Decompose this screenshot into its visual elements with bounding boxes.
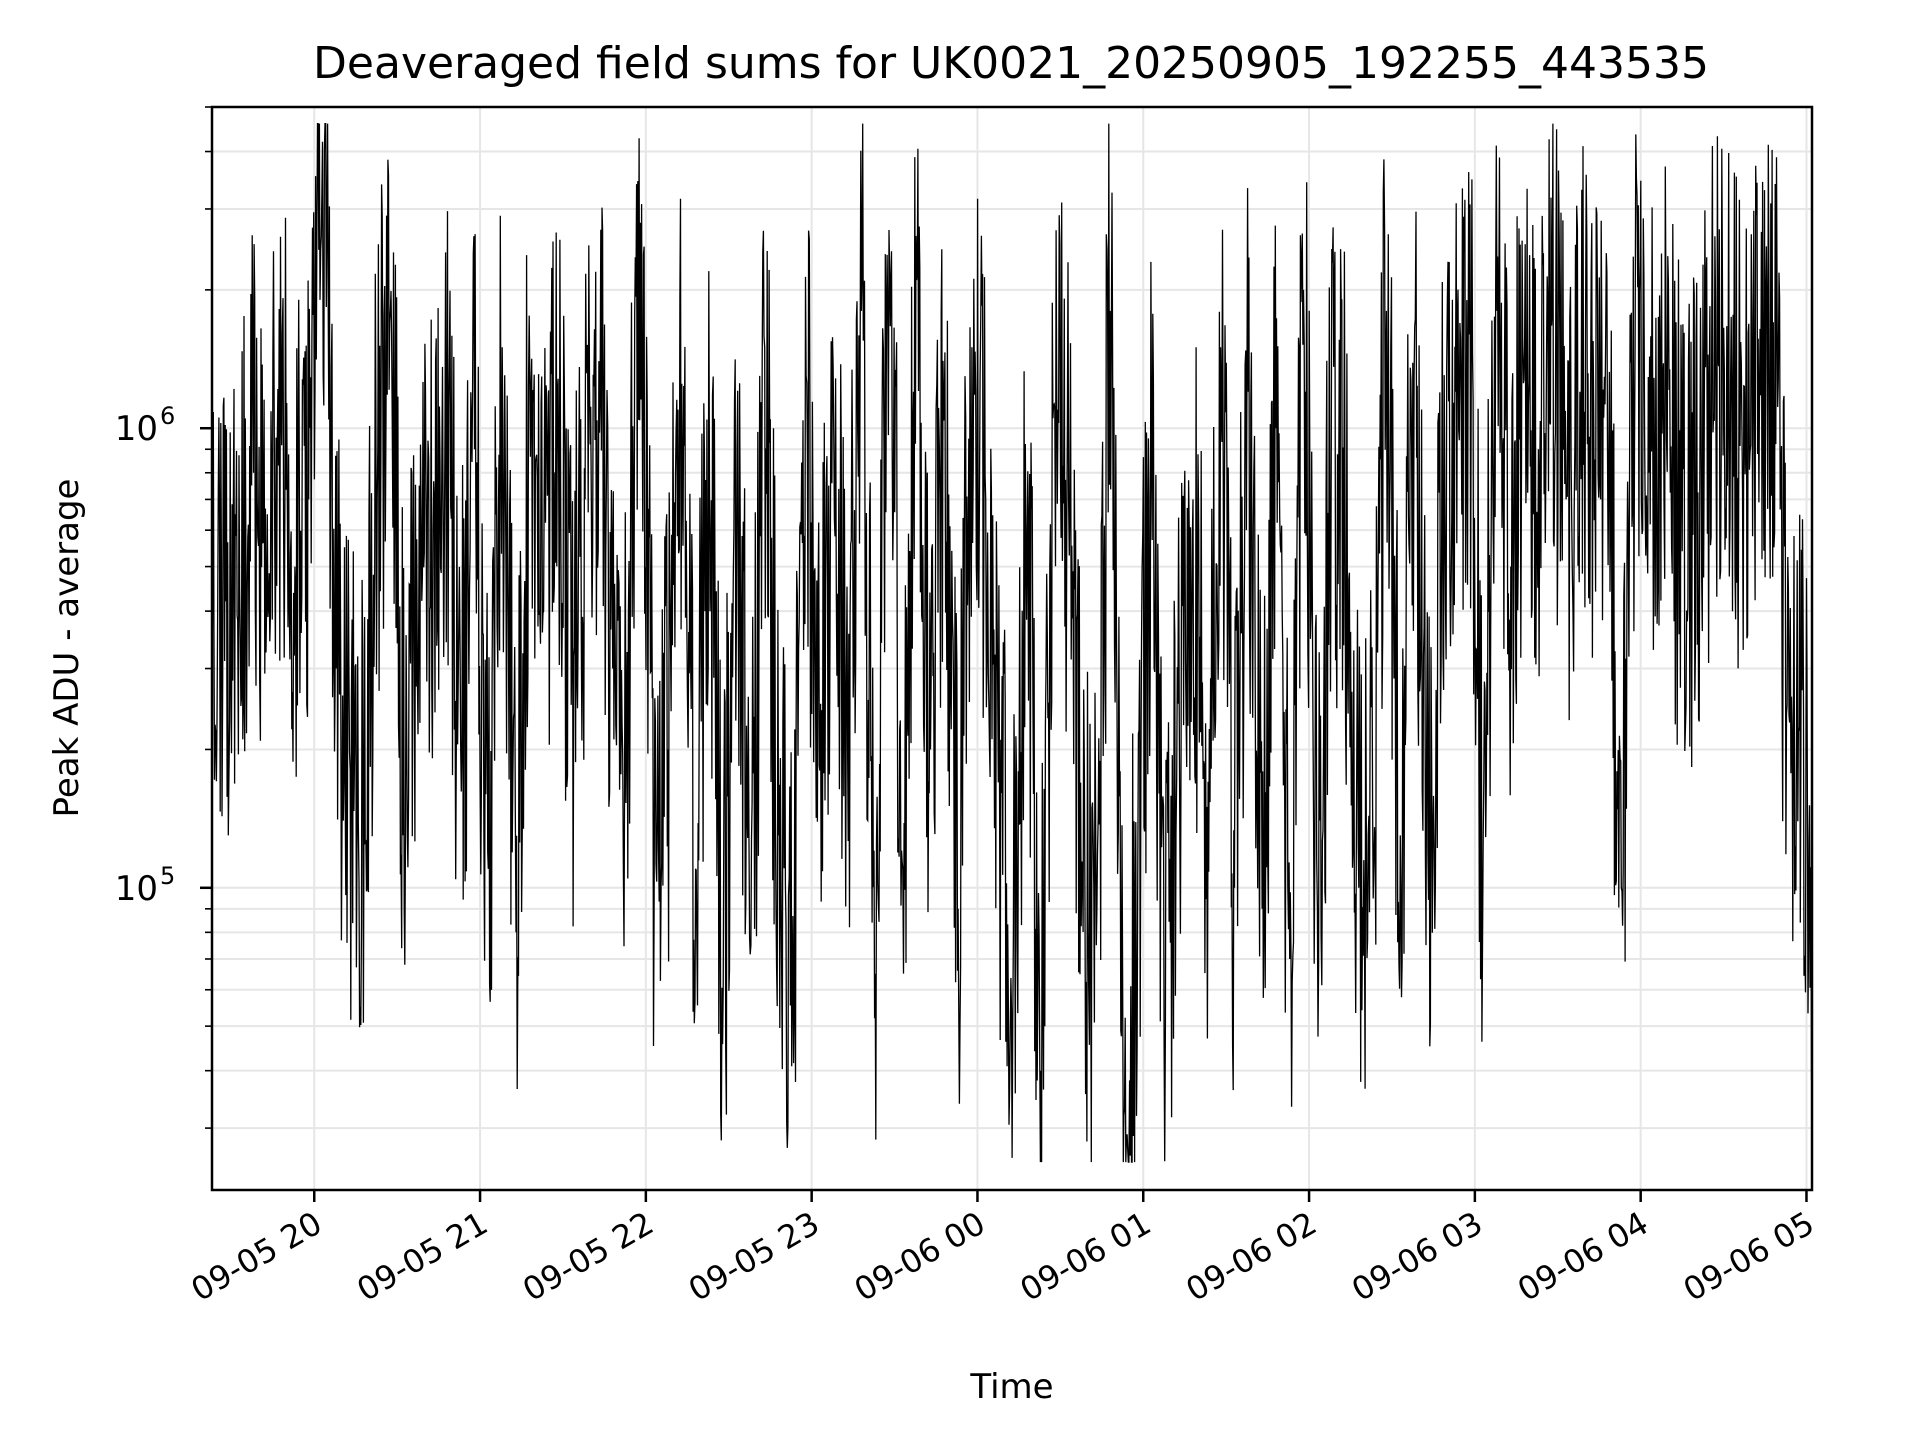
x-tick-label: 09-05 21 (350, 1204, 494, 1309)
x-tick-label: 09-06 00 (848, 1204, 992, 1309)
y-tick-label: 10 (115, 409, 158, 449)
y-tick-exponent: 6 (160, 402, 175, 430)
series-line-0 (211, 122, 1813, 1163)
y-tick-label: 10 (115, 869, 158, 909)
plot-frame (210, 105, 1814, 1192)
chart-title: Deaveraged field sums for UK0021_2025090… (313, 38, 1709, 89)
x-tick-label: 09-05 22 (516, 1204, 660, 1309)
x-tick-label: 09-05 20 (185, 1204, 329, 1309)
x-tick-label: 09-06 03 (1345, 1204, 1489, 1309)
y-axis-label: Peak ADU - average (47, 479, 87, 818)
x-tick-label: 09-06 04 (1511, 1204, 1655, 1309)
x-tick-label: 09-06 05 (1677, 1204, 1821, 1309)
x-tick-label: 09-05 23 (682, 1204, 826, 1309)
y-tick-exponent: 5 (160, 862, 175, 890)
series-layer (211, 122, 1813, 1163)
x-tick-label: 09-06 01 (1014, 1204, 1158, 1309)
x-tick-label: 09-06 02 (1179, 1204, 1323, 1309)
x-axis: 09-05 20 09-05 21 09-05 22 09-05 23 09-06 00… (185, 1190, 1821, 1309)
x-axis-label: Time (969, 1367, 1053, 1407)
